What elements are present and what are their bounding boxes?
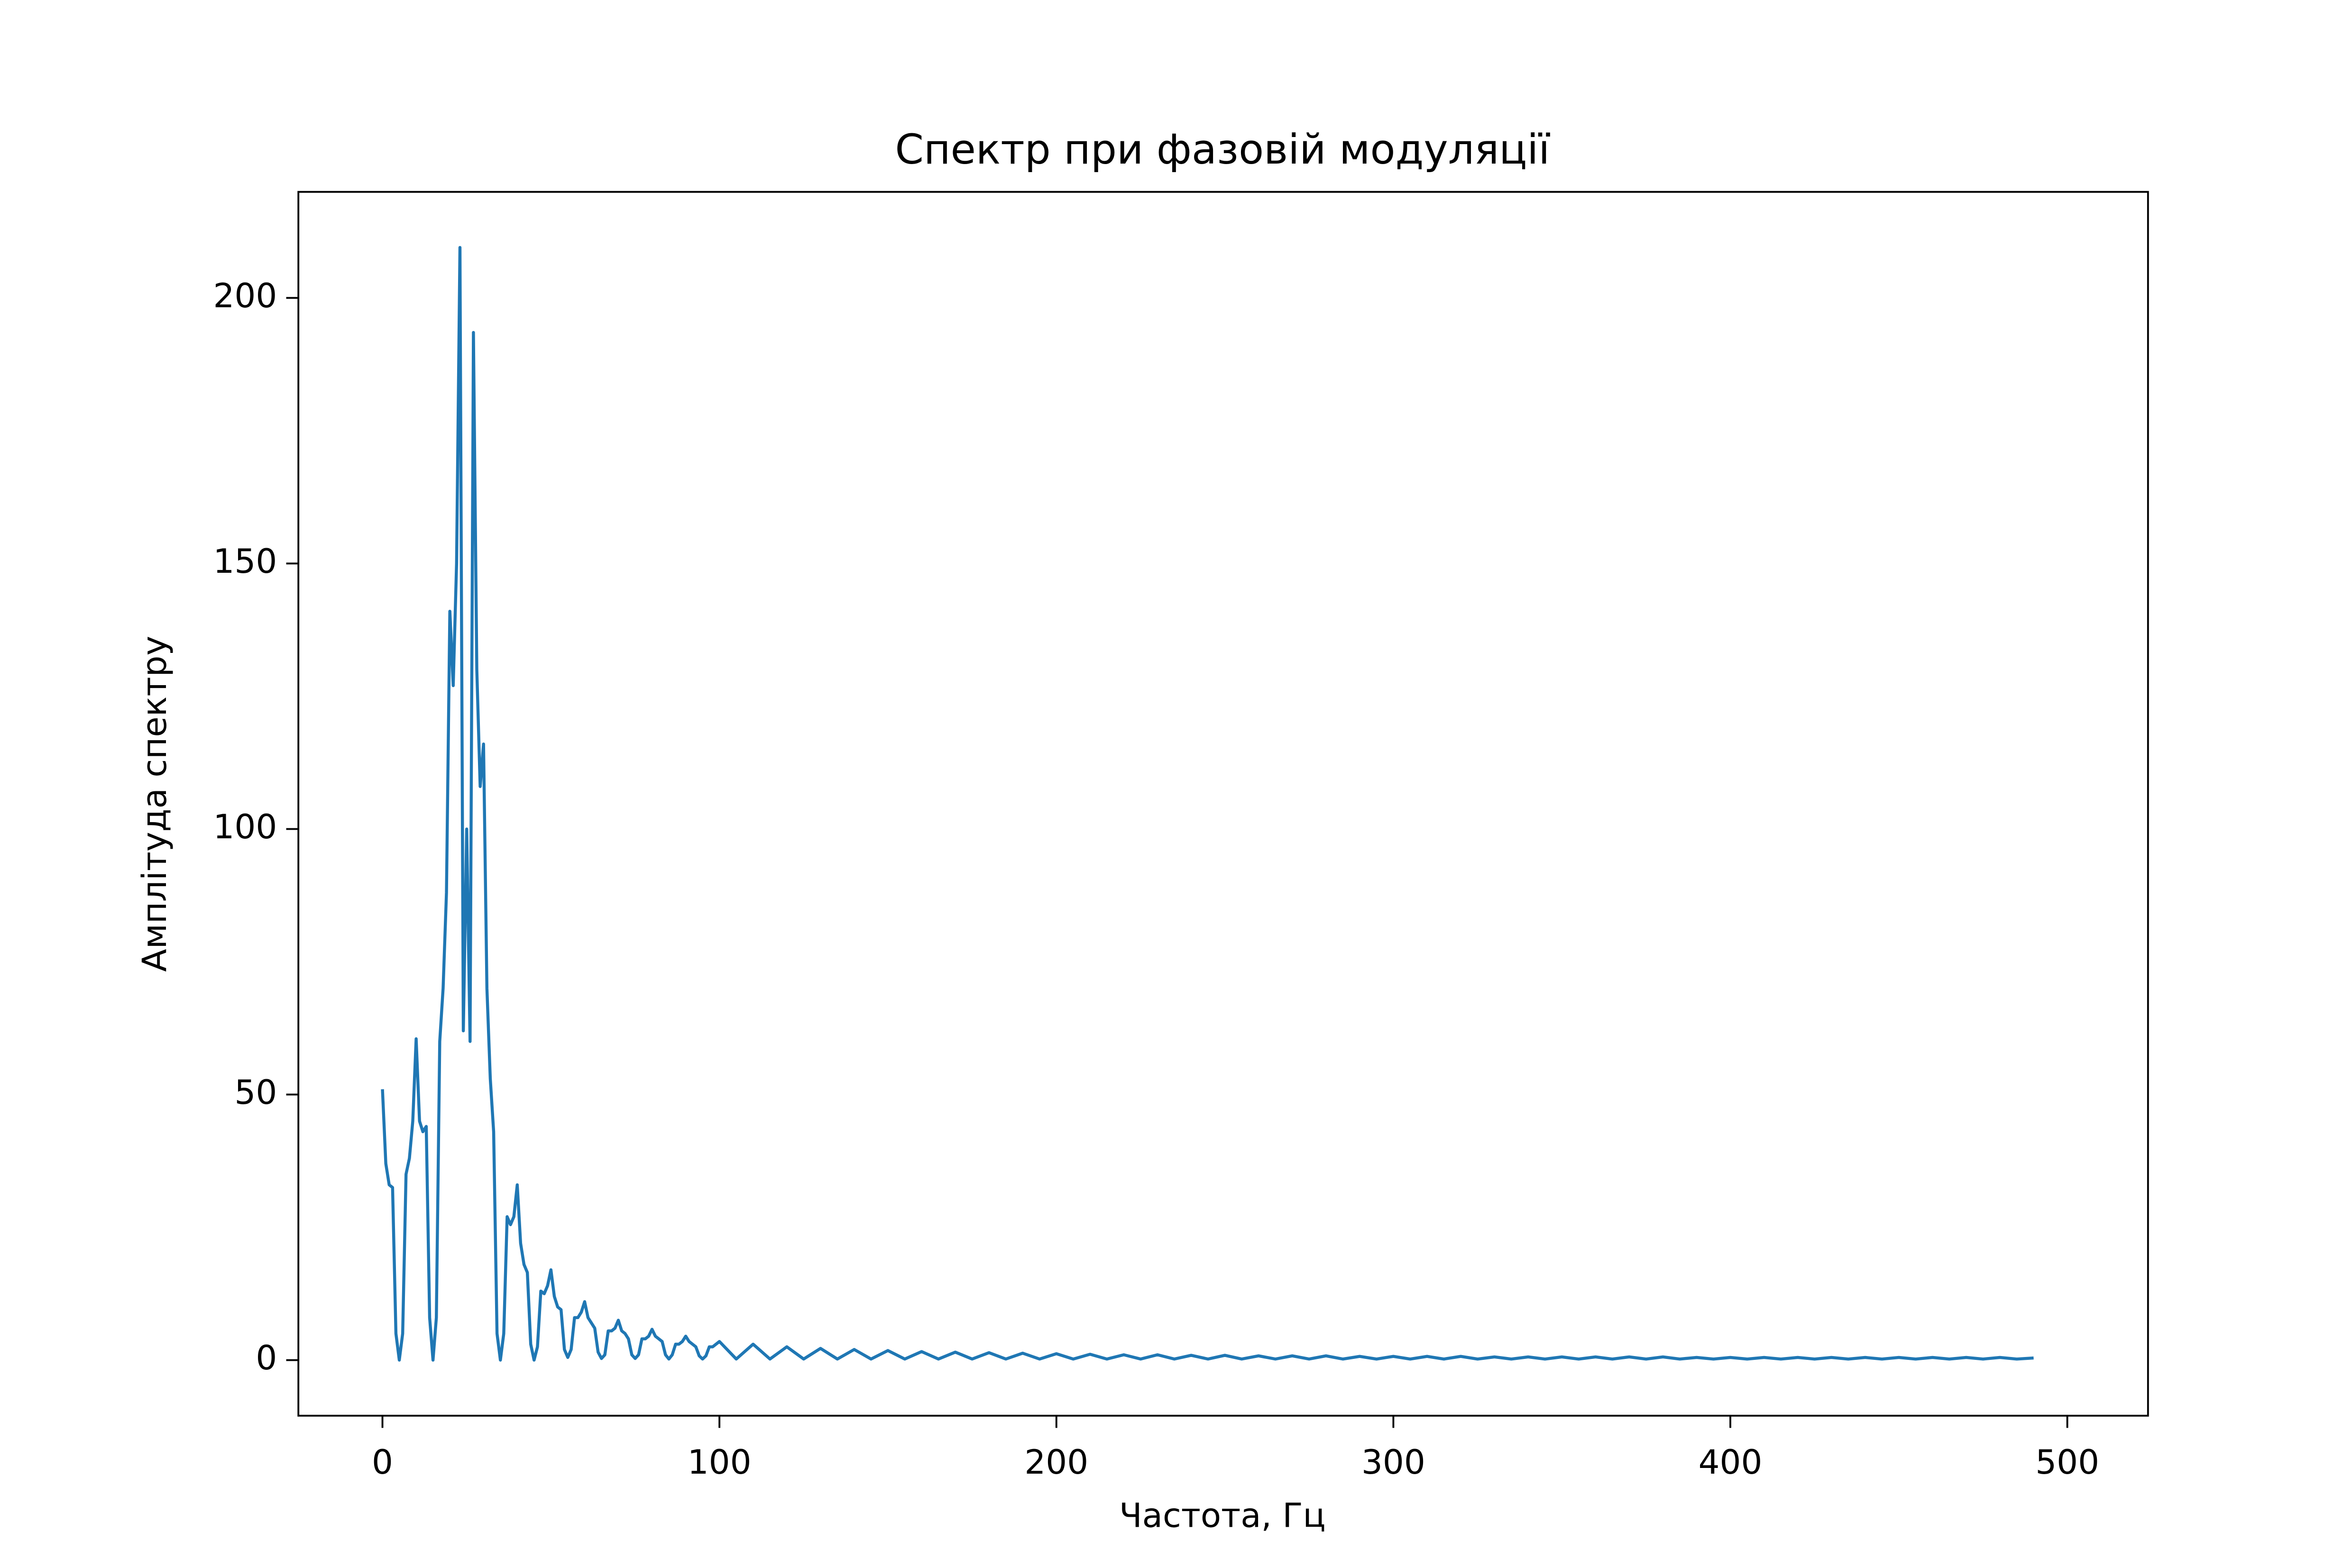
x-tick-label: 0 xyxy=(372,1442,393,1482)
x-tick-label: 300 xyxy=(1361,1442,1425,1482)
x-tick-label: 100 xyxy=(688,1442,752,1482)
y-tick-label: 150 xyxy=(213,541,277,581)
y-tick-label: 200 xyxy=(213,276,277,315)
x-tick-label: 500 xyxy=(2035,1442,2099,1482)
y-tick-label: 50 xyxy=(234,1073,277,1112)
plot-frame xyxy=(297,191,2149,1417)
y-tick-label: 100 xyxy=(213,807,277,846)
x-tick-label: 400 xyxy=(1699,1442,1763,1482)
x-axis-label: Частота, Гц xyxy=(1119,1495,1325,1535)
x-tick-label: 200 xyxy=(1024,1442,1088,1482)
y-tick-label: 0 xyxy=(256,1338,277,1377)
data-line xyxy=(381,246,2034,1362)
chart-title: Спектр при фазовій модуляції xyxy=(895,126,1550,174)
y-axis-label: Амплітуда спектру xyxy=(135,636,174,972)
